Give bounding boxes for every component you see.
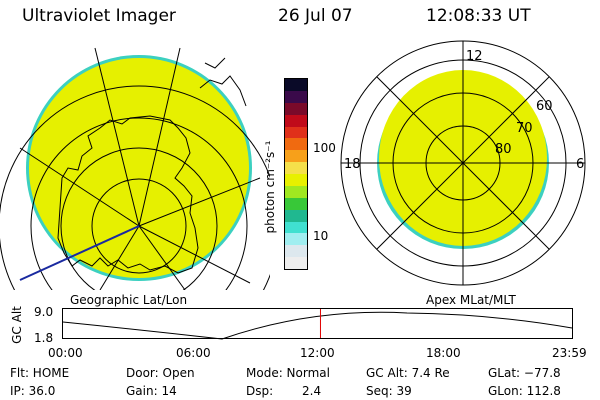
status-door: Door: Open bbox=[126, 366, 195, 380]
mlt-label-18: 18 bbox=[344, 157, 361, 172]
status-mode: Mode: Normal bbox=[246, 366, 330, 380]
latitude-circle bbox=[91, 178, 187, 274]
altitude-ylabel: GC Alt bbox=[10, 306, 24, 344]
left-map-caption: Geographic Lat/Lon bbox=[70, 293, 188, 307]
status-gain: Gain: 14 bbox=[126, 384, 177, 398]
instrument-title: Ultraviolet Imager bbox=[22, 6, 176, 26]
latitude-circle bbox=[0, 85, 270, 290]
latitude-circle bbox=[60, 147, 218, 290]
longitude-line bbox=[138, 177, 261, 227]
mlt-label-6: 6 bbox=[576, 157, 584, 172]
geographic-map bbox=[0, 47, 270, 290]
mlt-line-diagonal bbox=[376, 76, 550, 250]
colorbar-swatch bbox=[285, 114, 307, 127]
coastline bbox=[199, 75, 247, 107]
mlat-label-60: 60 bbox=[536, 99, 553, 114]
longitude-line bbox=[99, 225, 140, 290]
status-glat: GLat: −77.8 bbox=[488, 366, 561, 380]
status-dsp-value: 2.4 bbox=[302, 384, 322, 398]
colorbar-swatch bbox=[285, 162, 307, 174]
time-label: 12:08:33 UT bbox=[426, 6, 531, 26]
altitude-xtick-4: 23:59 bbox=[552, 346, 587, 360]
colorbar-swatch bbox=[285, 126, 307, 139]
status-flt: Flt: HOME bbox=[10, 366, 70, 380]
altitude-xtick-3: 18:00 bbox=[426, 346, 461, 360]
colorbar-unit-label: photon cm⁻²s⁻¹ bbox=[263, 140, 277, 234]
colorbar-swatch bbox=[285, 90, 307, 103]
altitude-ytick-top: 9.0 bbox=[34, 305, 54, 319]
colorbar-swatch bbox=[285, 185, 307, 198]
colorbar-swatch bbox=[285, 102, 307, 115]
status-ip: IP: 36.0 bbox=[10, 384, 56, 398]
colorbar-swatch bbox=[285, 150, 307, 163]
status-seq: Seq: 39 bbox=[366, 384, 412, 398]
colorbar-swatch bbox=[285, 245, 307, 258]
altitude-xtick-0: 00:00 bbox=[48, 346, 83, 360]
mlat-label-70: 70 bbox=[516, 121, 533, 136]
auroral-image-disk bbox=[29, 58, 249, 278]
colorbar-swatch bbox=[285, 233, 307, 246]
longitude-line bbox=[19, 147, 140, 227]
colorbar-swatch bbox=[285, 197, 307, 210]
colorbar-swatch bbox=[285, 138, 307, 151]
color-scale-bar bbox=[284, 78, 308, 270]
altitude-plot bbox=[62, 308, 573, 340]
status-glon: GLon: 112.8 bbox=[488, 384, 561, 398]
colorbar-swatch bbox=[285, 257, 307, 269]
date-label: 26 Jul 07 bbox=[278, 6, 353, 26]
altitude-curve bbox=[62, 311, 573, 340]
colorbar-swatch bbox=[285, 79, 307, 91]
colorbar-swatch bbox=[285, 174, 307, 186]
colorbar-swatch bbox=[285, 221, 307, 234]
colorbar-tick-100: 100 bbox=[313, 141, 336, 155]
coastline bbox=[57, 115, 199, 274]
mlt-label-12: 12 bbox=[466, 49, 483, 64]
magnetic-map: 12 18 6 60 70 80 bbox=[340, 40, 586, 286]
altitude-ytick-bottom: 1.8 bbox=[34, 331, 54, 345]
mlat-label-80: 80 bbox=[495, 142, 512, 157]
altitude-xtick-2: 12:00 bbox=[300, 346, 335, 360]
longitude-line bbox=[94, 47, 140, 227]
colorbar-swatch bbox=[285, 209, 307, 222]
longitude-line bbox=[138, 225, 186, 290]
right-map-caption: Apex MLat/MLT bbox=[426, 293, 516, 307]
colorbar-tick-10: 10 bbox=[313, 229, 329, 243]
status-dsp-label: Dsp: bbox=[246, 384, 274, 398]
longitude-line bbox=[138, 225, 251, 284]
status-gc-alt: GC Alt: 7.4 Re bbox=[366, 366, 450, 380]
satellite-pointing-line bbox=[19, 225, 140, 281]
longitude-line bbox=[138, 47, 181, 227]
altitude-xtick-1: 06:00 bbox=[176, 346, 211, 360]
latitude-circle bbox=[30, 117, 248, 290]
altitude-plot-frame bbox=[62, 308, 573, 339]
coastline bbox=[204, 57, 226, 69]
